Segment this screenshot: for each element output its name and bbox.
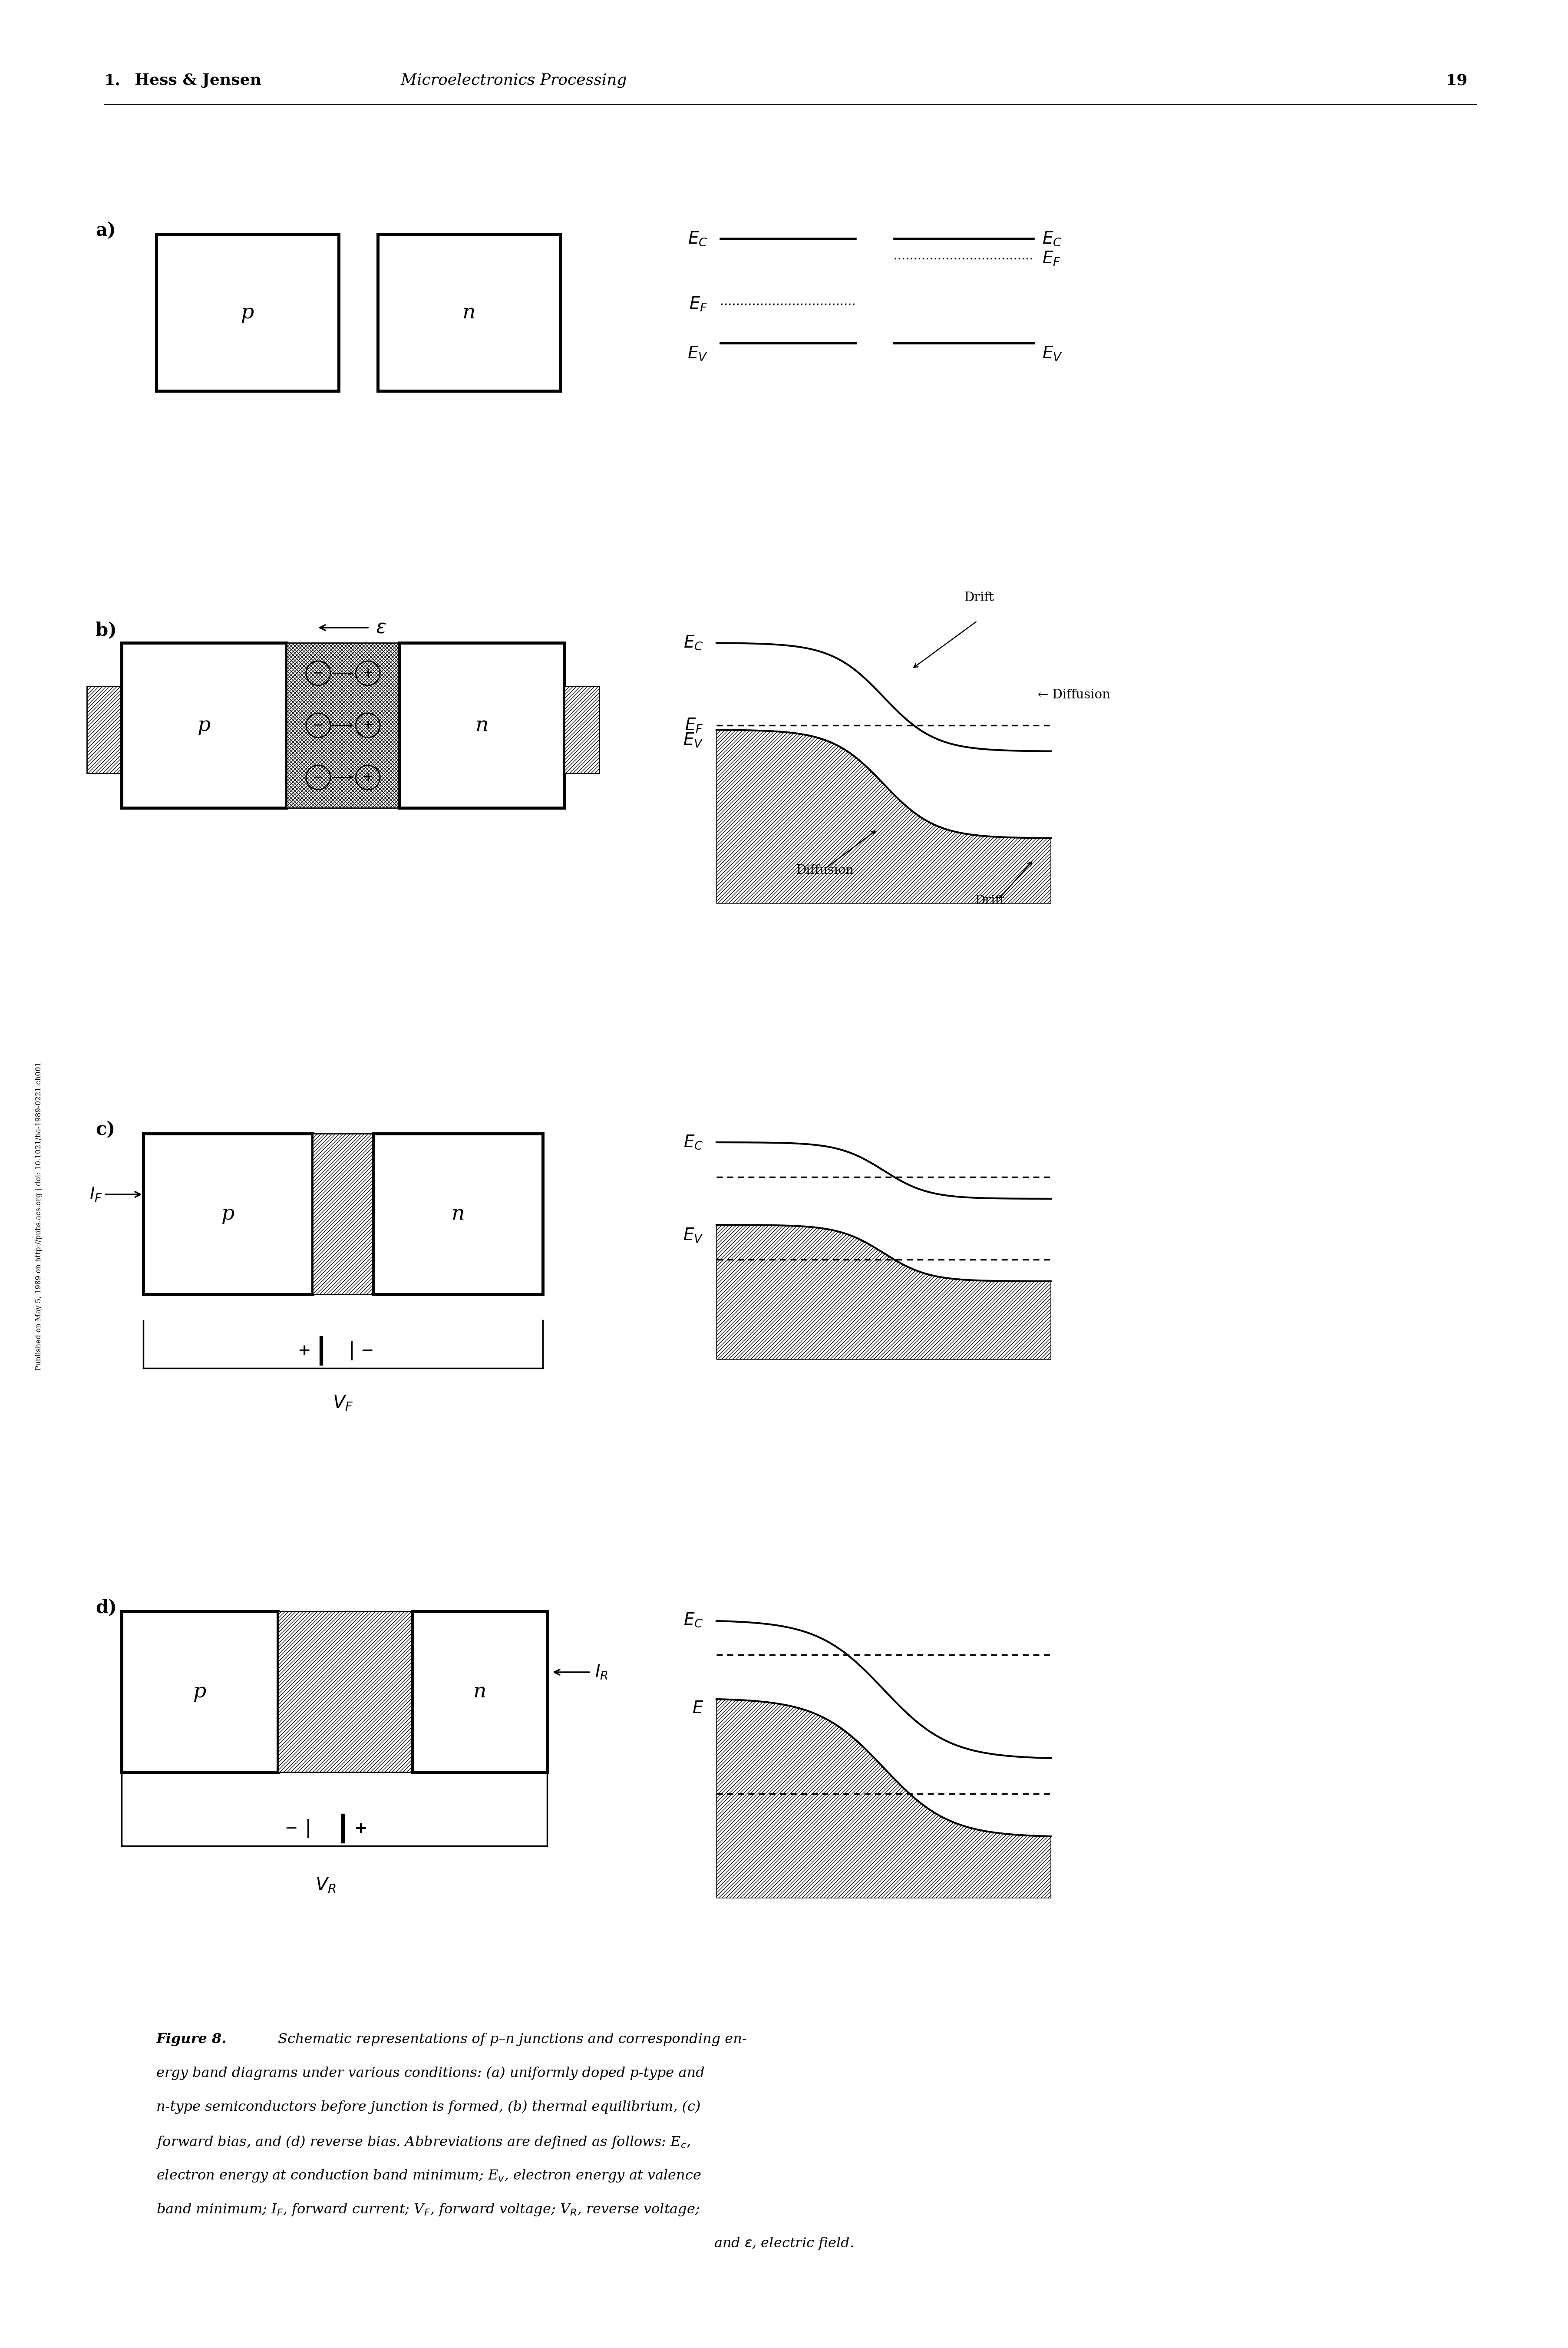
Bar <box>287 643 400 808</box>
Bar <box>122 1611 278 1773</box>
Text: $I_F$: $I_F$ <box>89 1186 102 1202</box>
Text: b): b) <box>96 622 116 639</box>
Polygon shape <box>894 343 1033 413</box>
Text: n: n <box>452 1205 464 1223</box>
Bar <box>721 343 856 413</box>
Bar <box>412 1611 547 1773</box>
Bar <box>564 686 599 772</box>
Text: 19: 19 <box>1446 73 1468 87</box>
Text: Figure 8.: Figure 8. <box>157 2033 227 2045</box>
Text: $E_V$: $E_V$ <box>687 345 707 362</box>
Text: $\varepsilon$: $\varepsilon$ <box>376 618 386 636</box>
Text: $E_C$: $E_C$ <box>684 1134 704 1151</box>
Text: $E_C$: $E_C$ <box>688 230 707 247</box>
Text: and $\varepsilon$, electric field.: and $\varepsilon$, electric field. <box>713 2235 853 2252</box>
Text: n: n <box>475 716 489 735</box>
Text: p: p <box>198 716 210 735</box>
Text: n-type semiconductors before junction is formed, (b) thermal equilibrium, (c): n-type semiconductors before junction is… <box>157 2101 701 2113</box>
Text: c): c) <box>96 1120 114 1139</box>
Text: +: + <box>362 718 373 733</box>
Text: p: p <box>193 1681 207 1702</box>
Text: ← Diffusion: ← Diffusion <box>1038 688 1110 702</box>
Bar <box>157 235 339 390</box>
Polygon shape <box>717 1700 1051 1897</box>
Text: electron energy at conduction band minimum; E$_v$, electron energy at valence: electron energy at conduction band minim… <box>157 2167 701 2184</box>
Bar <box>373 1134 543 1294</box>
Text: n: n <box>463 303 475 322</box>
Bar <box>278 1611 412 1773</box>
Bar <box>312 1134 373 1294</box>
Bar <box>378 235 560 390</box>
Text: $E_C$: $E_C$ <box>684 1611 704 1630</box>
Text: forward bias, and (d) reverse bias. Abbreviations are defined as follows: E$_c$,: forward bias, and (d) reverse bias. Abbr… <box>157 2134 690 2151</box>
Text: Hess & Jensen: Hess & Jensen <box>135 73 262 87</box>
Text: +: + <box>298 1343 310 1357</box>
Text: Schematic representations of p–n junctions and corresponding en-: Schematic representations of p–n junctio… <box>278 2033 746 2045</box>
Text: Microelectronics Processing: Microelectronics Processing <box>390 73 627 87</box>
Bar <box>400 643 564 808</box>
Text: Drift: Drift <box>964 592 994 603</box>
Text: +: + <box>354 1822 367 1836</box>
Text: $E_F$: $E_F$ <box>690 296 707 312</box>
Text: $I_R$: $I_R$ <box>594 1665 608 1681</box>
Text: $V_R$: $V_R$ <box>315 1876 336 1895</box>
Text: d): d) <box>96 1599 116 1615</box>
Text: $E$: $E$ <box>691 1700 704 1716</box>
Text: p: p <box>241 303 254 322</box>
Text: band minimum; I$_F$, forward current; V$_F$, forward voltage; V$_R$, reverse vol: band minimum; I$_F$, forward current; V$… <box>157 2202 699 2217</box>
Text: Published on May 5, 1989 on http://pubs.acs.org | doi: 10.1021/ba-1989-0221.ch00: Published on May 5, 1989 on http://pubs.… <box>36 1061 42 1371</box>
Text: $E_V$: $E_V$ <box>1043 345 1063 362</box>
Text: p: p <box>221 1205 235 1223</box>
Text: $E_C$: $E_C$ <box>1043 230 1062 247</box>
Text: ergy band diagrams under various conditions: (a) uniformly doped p-type and: ergy band diagrams under various conditi… <box>157 2066 704 2080</box>
Text: Diffusion: Diffusion <box>797 864 855 876</box>
Text: n: n <box>474 1681 486 1702</box>
Text: $E_V$: $E_V$ <box>684 1228 704 1244</box>
Text: +: + <box>362 770 373 784</box>
Text: $E_V$: $E_V$ <box>684 733 704 749</box>
Text: −: − <box>312 718 323 733</box>
Text: Drift: Drift <box>975 895 1005 906</box>
Polygon shape <box>717 1226 1051 1359</box>
Polygon shape <box>721 343 856 413</box>
Polygon shape <box>717 730 1051 904</box>
Text: −: − <box>361 1343 373 1357</box>
Text: +: + <box>362 667 373 679</box>
Bar <box>122 643 287 808</box>
Text: −: − <box>312 667 323 679</box>
Text: $E_F$: $E_F$ <box>685 716 704 735</box>
Text: $V_F$: $V_F$ <box>332 1395 353 1411</box>
Bar <box>86 686 122 772</box>
Bar <box>143 1134 312 1294</box>
Text: $E_C$: $E_C$ <box>684 634 704 650</box>
Text: −: − <box>312 770 323 784</box>
Text: a): a) <box>96 221 116 239</box>
Text: −: − <box>284 1822 298 1836</box>
Text: $E_F$: $E_F$ <box>1043 249 1060 268</box>
Text: 1.: 1. <box>103 73 121 87</box>
